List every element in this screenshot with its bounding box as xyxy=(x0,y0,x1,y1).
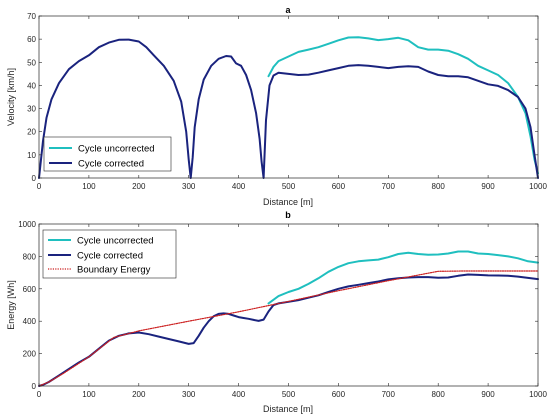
chart-a-xlabel: Distance [m] xyxy=(263,197,313,207)
chart-b-ylabel: Energy [Wh] xyxy=(6,280,16,330)
chart-a-series xyxy=(38,36,539,179)
chart-a-xtick-label: 900 xyxy=(481,182,495,191)
chart-b-xtick-label: 100 xyxy=(82,390,96,399)
velocity-chart: a 0 100 200 300 400 500 600 700 800 900 1000 0 10 20 3… xyxy=(6,5,547,207)
chart-a-ytick-label: 30 xyxy=(27,105,36,114)
chart-b-frame xyxy=(38,223,539,387)
chart-b-ytick-label: 400 xyxy=(23,317,37,326)
chart-a-series-cycle-corrected xyxy=(38,38,539,179)
chart-a-ytick-label: 10 xyxy=(27,151,36,160)
chart-b-xtick-label: 300 xyxy=(182,390,196,399)
chart-a-title: a xyxy=(285,5,291,15)
chart-b-legend-label-corrected: Cycle corrected xyxy=(77,251,143,262)
chart-b-title: b xyxy=(285,210,291,220)
chart-b-ytick-label: 1000 xyxy=(18,220,36,229)
chart-b-xlabel: Distance [m] xyxy=(263,404,313,414)
chart-a-ytick-label: 70 xyxy=(27,12,36,21)
chart-b-xtick-label: 400 xyxy=(232,390,246,399)
chart-b-legend-label-boundary: Boundary Energy xyxy=(77,265,151,276)
chart-a-ytick-label: 50 xyxy=(27,58,36,67)
chart-a-ytick-label: 40 xyxy=(27,81,36,90)
chart-a-legend-label-uncorrected: Cycle uncorrected xyxy=(78,144,155,155)
chart-a-xtick-label: 500 xyxy=(282,182,296,191)
chart-a-ytick-label: 20 xyxy=(27,128,36,137)
chart-a-xtick-label: 800 xyxy=(432,182,446,191)
chart-b-ticks: 0 100 200 300 400 500 600 700 800 900 1000 0 200 400 6… xyxy=(18,220,547,399)
chart-b-xtick-label: 600 xyxy=(332,390,346,399)
chart-b-xtick-label: 1000 xyxy=(529,390,547,399)
chart-a-xtick-label: 100 xyxy=(82,182,96,191)
chart-a-xtick-label: 700 xyxy=(382,182,396,191)
chart-b-ytick-label: 600 xyxy=(23,285,37,294)
chart-a-ylabel: Velocity [km/h] xyxy=(6,68,16,126)
chart-b-xtick-label: 700 xyxy=(382,390,396,399)
chart-a-xtick-label: 400 xyxy=(232,182,246,191)
chart-a-ytick-label: 60 xyxy=(27,35,36,44)
chart-b-ytick-label: 800 xyxy=(23,252,37,261)
chart-a-ytick-label: 0 xyxy=(32,174,37,183)
chart-a-legend-box xyxy=(43,136,172,172)
chart-a-legend-label-corrected: Cycle corrected xyxy=(78,159,144,170)
chart-b-legend-label-uncorrected: Cycle uncorrected xyxy=(77,236,154,247)
chart-b-series-cycle-uncorrected xyxy=(267,250,539,305)
chart-a-xtick-label: 300 xyxy=(182,182,196,191)
chart-b-xtick-label: 500 xyxy=(282,390,296,399)
chart-b-ytick-label: 0 xyxy=(32,382,37,391)
chart-a-series-cycle-uncorrected xyxy=(267,36,539,175)
chart-b-series-boundary-energy xyxy=(38,270,539,387)
chart-a-frame xyxy=(38,15,539,179)
chart-b-xtick-label: 200 xyxy=(132,390,146,399)
chart-a-xtick-label: 1000 xyxy=(529,182,547,191)
chart-a-xtick-label: 0 xyxy=(37,182,42,191)
chart-b-xtick-label: 0 xyxy=(37,390,42,399)
chart-b-legend: Cycle uncorrected Cycle corrected Bounda… xyxy=(42,229,177,279)
chart-b-xtick-label: 900 xyxy=(481,390,495,399)
chart-a-xtick-label: 600 xyxy=(332,182,346,191)
chart-b-xtick-label: 800 xyxy=(432,390,446,399)
energy-chart: b 0 100 200 300 400 500 600 700 800 900 1000 0 200 40… xyxy=(6,210,547,414)
chart-b-ytick-label: 200 xyxy=(23,350,37,359)
chart-a-xtick-label: 200 xyxy=(132,182,146,191)
chart-a-ticks: 0 100 200 300 400 500 600 700 800 900 1000 0 10 20 30 4… xyxy=(27,12,547,191)
chart-b-series xyxy=(38,250,539,387)
chart-a-legend: Cycle uncorrected Cycle corrected xyxy=(43,136,172,172)
